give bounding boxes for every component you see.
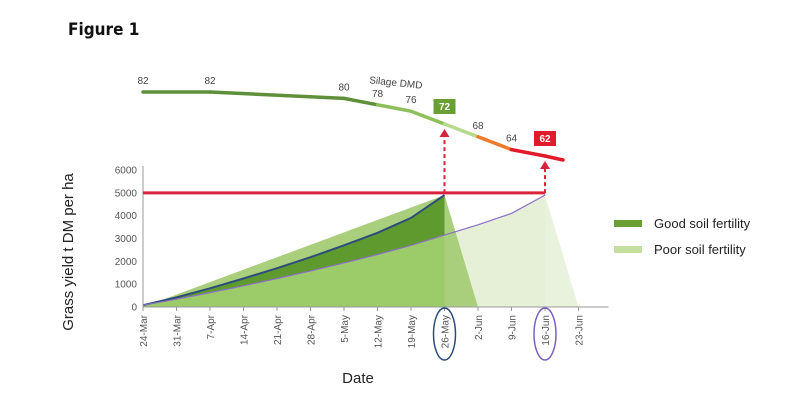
x-tick-label: 5-May (340, 315, 351, 343)
legend-swatch (614, 246, 642, 253)
legend-swatch (614, 220, 642, 227)
y-axis-title: Grass yield t DM per ha (60, 173, 77, 331)
dmd-segment (342, 96, 380, 107)
dmd-value-label: 62 (539, 134, 551, 145)
y-tick-label: 0 (131, 303, 137, 314)
date-highlight-circle (432, 307, 457, 361)
axes: 0 1000 2000 3000 4000 5000 6000 24-Mar 31-Mar 7-A… (115, 166, 609, 361)
x-tick-label: 2-Jun (474, 315, 485, 340)
dmd-segment (442, 122, 480, 139)
dmd-value-label: 68 (472, 121, 484, 132)
markers (143, 129, 550, 195)
y-tick-label: 5000 (115, 188, 138, 199)
dmd-segment (375, 103, 413, 113)
poor-fertility-curve (142, 194, 546, 306)
good-fertility-band (143, 195, 445, 306)
y-tick-label: 6000 (115, 166, 138, 177)
dmd-value-label: 76 (405, 95, 417, 106)
plot-areas (142, 194, 579, 307)
x-tick-label: 26-May (441, 315, 452, 348)
x-tick-label: 31-Mar (173, 314, 184, 346)
date-highlight-circle (533, 307, 557, 361)
x-tick-label: 7-Apr (206, 314, 217, 339)
x-tick-label: 12-May (374, 315, 385, 348)
dmd-value-label: 80 (338, 82, 350, 93)
dmd-segment (208, 90, 346, 101)
x-tick-label: 14-Apr (240, 314, 251, 345)
dmd-segment (543, 154, 565, 162)
dmd-value-label: 82 (137, 76, 149, 87)
x-axis-title: Date (342, 370, 374, 387)
good-fertility-curve (142, 194, 446, 307)
legend-label: Poor soil fertility (654, 242, 746, 257)
dmd-segment (509, 147, 547, 158)
harvest-arrow-head (540, 161, 550, 169)
y-tick-label: 3000 (115, 234, 138, 245)
y-tick-label: 2000 (115, 257, 138, 268)
x-tick-label: 24-Mar (139, 314, 150, 346)
x-tick-label: 21-Apr (273, 314, 284, 345)
dmd-value-box (534, 131, 556, 146)
figure-title: Figure 1 (68, 20, 140, 40)
y-tick-label: 4000 (115, 211, 138, 222)
dmd-segment (409, 109, 447, 126)
x-tick-label: 9-Jun (508, 315, 519, 340)
x-tick-label: 28-Apr (307, 314, 318, 345)
dmd-value-label: 64 (506, 134, 518, 145)
legend: Good soil fertility Poor soil fertility (614, 216, 751, 257)
dmd-value-label: 72 (439, 102, 451, 113)
x-tick-label: 16-Jun (541, 315, 552, 346)
x-tick-label: 19-May (407, 315, 418, 348)
legend-label: Good soil fertility (654, 216, 751, 231)
dmd-value-label: 82 (204, 76, 216, 87)
good-fertility-base (143, 235, 445, 307)
dmd-segment (476, 135, 514, 152)
dmd-value-label: 78 (372, 89, 384, 100)
y-tick-label: 1000 (115, 280, 138, 291)
dmd-value-box (433, 99, 456, 114)
x-tick-label: 23-Jun (575, 315, 586, 346)
harvest-arrow-head (439, 129, 450, 137)
